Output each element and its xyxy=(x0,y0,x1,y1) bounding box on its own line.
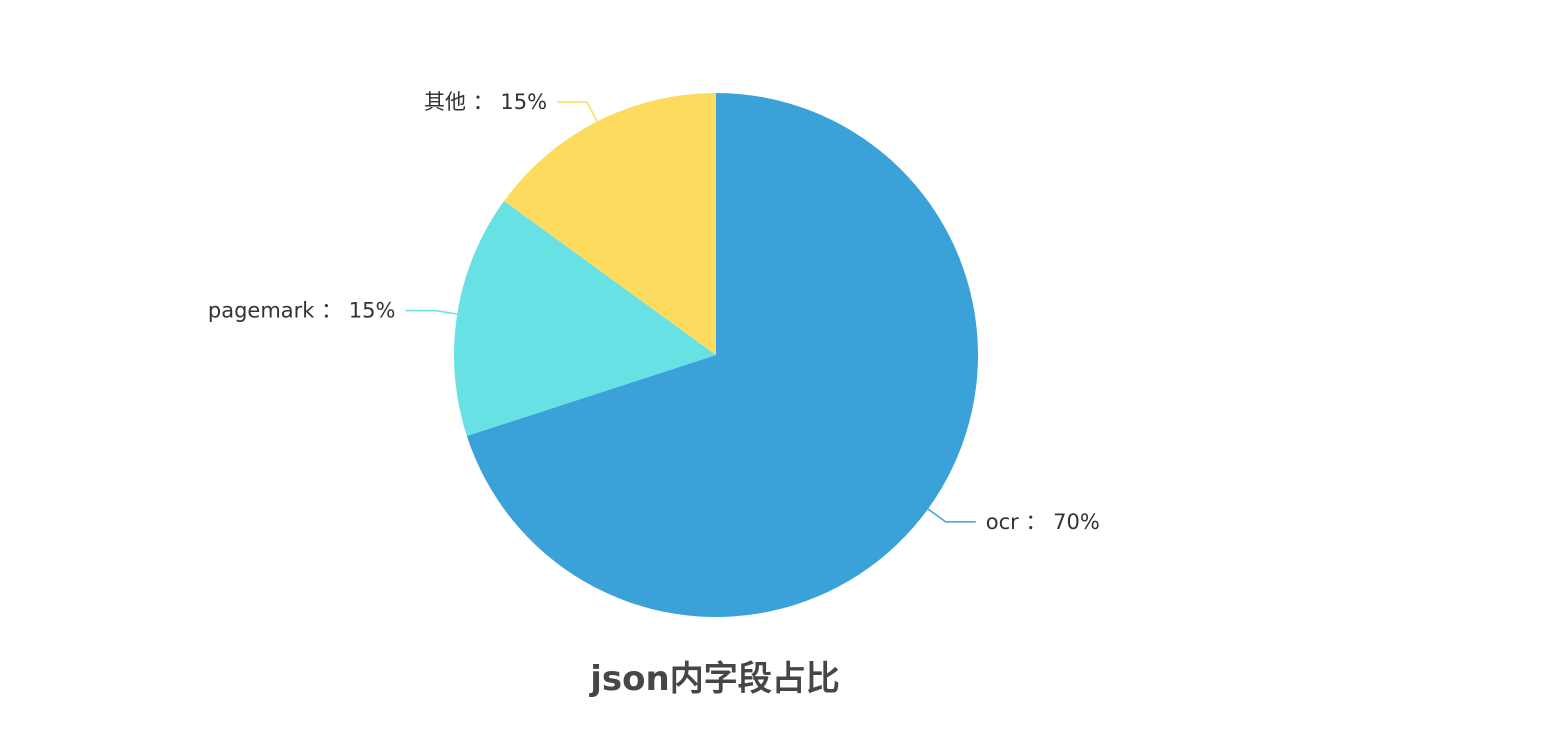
slice-label-pagemark: pagemark ： 15% xyxy=(208,299,396,323)
chart-title: json内字段占比 xyxy=(588,659,839,699)
leader-line-其他 xyxy=(557,102,597,122)
leader-line-pagemark xyxy=(405,311,457,314)
slice-label-其他: 其他 ： 15% xyxy=(424,90,547,114)
pie-slices xyxy=(454,93,978,617)
slice-label-ocr: ocr ： 70% xyxy=(986,510,1100,534)
leader-line-ocr xyxy=(928,509,976,522)
